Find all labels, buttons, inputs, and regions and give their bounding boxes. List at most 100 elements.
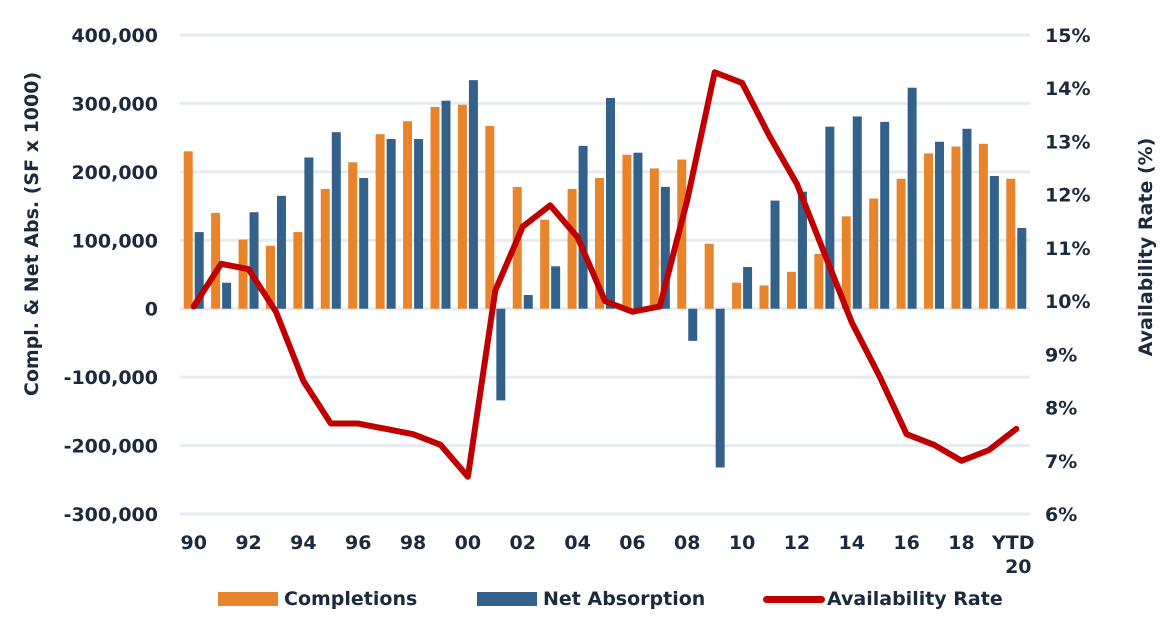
net-absorption-bar [523,295,533,309]
completions-bar [786,271,796,309]
completions-bar [841,216,851,309]
net-absorption-bar [578,145,588,309]
x-axis-tick-label: 10 [729,532,755,554]
x-axis-tick-label: 14 [839,532,865,554]
net-absorption-bar [249,212,259,309]
right-axis-tick-label: 11% [1045,238,1090,260]
right-axis-tick-label: 13% [1045,131,1090,153]
completions-bar [457,104,467,309]
availability-rate-line-layer [190,69,1020,480]
net-absorption-bar [276,195,286,309]
left-axis-ticks: 400,000 300,000 200,000 100,000 0 -100,000 -20… [64,25,158,526]
legend-item-net-absorption: Net Absorption [477,588,705,610]
legend-label-completions: Completions [284,588,418,610]
net-absorption-bars [194,80,1027,468]
completions-swatch [218,592,278,606]
x-axis-tick-label: 90 [180,532,206,554]
completions-bar [704,243,714,309]
net-absorption-bar [441,100,451,309]
completions-bar [430,106,440,309]
right-axis-tick-label: 6% [1045,504,1077,526]
net-absorption-bar [715,308,725,468]
left-axis-tick-label: -100,000 [64,367,158,389]
left-axis-tick-label: 400,000 [71,25,158,47]
completions-bar [924,153,934,309]
x-axis-tick-label: 98 [400,532,426,554]
right-axis-tick-label: 9% [1045,344,1077,366]
net-absorption-bar [989,175,999,309]
legend-label-availability-rate: Availability Rate [827,588,1003,610]
completions-bar [211,212,221,309]
left-axis-tick-label: 100,000 [71,230,158,252]
x-axis-tick-label-line2: 20 [1005,556,1031,578]
completions-bar [896,178,906,309]
left-axis-tick-label: -200,000 [64,436,158,458]
right-axis-tick-label: 8% [1045,398,1077,420]
left-axis-tick-label: 0 [145,299,158,321]
x-axis-tick-label: 06 [619,532,645,554]
net-absorption-bar [496,308,506,401]
x-axis-tick-label: YTD [991,532,1035,554]
net-absorption-bar [770,200,780,309]
net-absorption-bar [386,139,396,309]
x-axis-tick-label: 16 [893,532,919,554]
right-axis-tick-label: 12% [1045,185,1090,207]
left-axis-title: Compl. & Net Abs. (SF x 1000) [21,72,43,396]
net-absorption-bar [304,157,314,309]
completions-bar [567,188,577,309]
completions-bar [732,282,742,309]
completions-bar [951,146,961,309]
completions-bars [183,104,1016,309]
x-axis-tick-label: 02 [510,532,536,554]
availability-rate-line [190,69,1020,480]
x-axis-tick-label: 18 [948,532,974,554]
legend-label-net-absorption: Net Absorption [543,588,706,610]
net-absorption-bar [660,186,670,309]
completions-bar [512,186,522,309]
completions-bar [183,151,193,309]
completions-bar [375,134,385,309]
net-absorption-bar [359,178,369,309]
right-axis-tick-label: 15% [1045,25,1090,47]
x-axis-tick-label: 94 [290,532,316,554]
completions-bar [649,168,659,309]
net-absorption-bar [688,308,698,341]
net-absorption-bar [935,141,945,309]
net-absorption-bar [331,132,341,309]
x-axis-tick-label: 04 [564,532,590,554]
completions-bar [1006,178,1016,309]
net-absorption-bar [414,139,424,309]
net-absorption-bar [743,266,753,309]
left-axis-tick-label: 200,000 [71,162,158,184]
right-axis-tick-label: 7% [1045,451,1077,473]
net-absorption-bar [962,128,972,309]
left-axis-tick-label: -300,000 [64,504,158,526]
right-axis-title: Availability Rate (%) [1135,138,1157,357]
net-absorption-bar [825,126,835,309]
availability-rate-swatch [763,595,825,603]
net-absorption-bar [551,266,561,309]
net-absorption-bar [852,116,862,309]
left-axis-tick-label: 300,000 [71,93,158,115]
completions-bar [595,178,604,309]
completions-bar [348,162,358,309]
x-axis-tick-label: 08 [674,532,700,554]
net-absorption-bar [1017,227,1027,309]
legend: Completions Net Absorption Availability … [0,588,1173,618]
net-absorption-bar [606,97,615,309]
net-absorption-bar [797,191,807,309]
right-axis-tick-label: 14% [1045,78,1090,100]
completions-bar [978,143,988,309]
net-absorption-bar [633,152,643,309]
net-absorption-bar [880,121,890,309]
x-axis-tick-label: 92 [235,532,261,554]
x-axis-tick-label: 96 [345,532,371,554]
completions-bar [622,154,632,309]
completions-bar [814,253,824,309]
net-absorption-swatch [477,592,537,606]
net-absorption-bar [194,232,204,309]
completions-bar [759,285,769,309]
net-absorption-bar [468,80,478,309]
